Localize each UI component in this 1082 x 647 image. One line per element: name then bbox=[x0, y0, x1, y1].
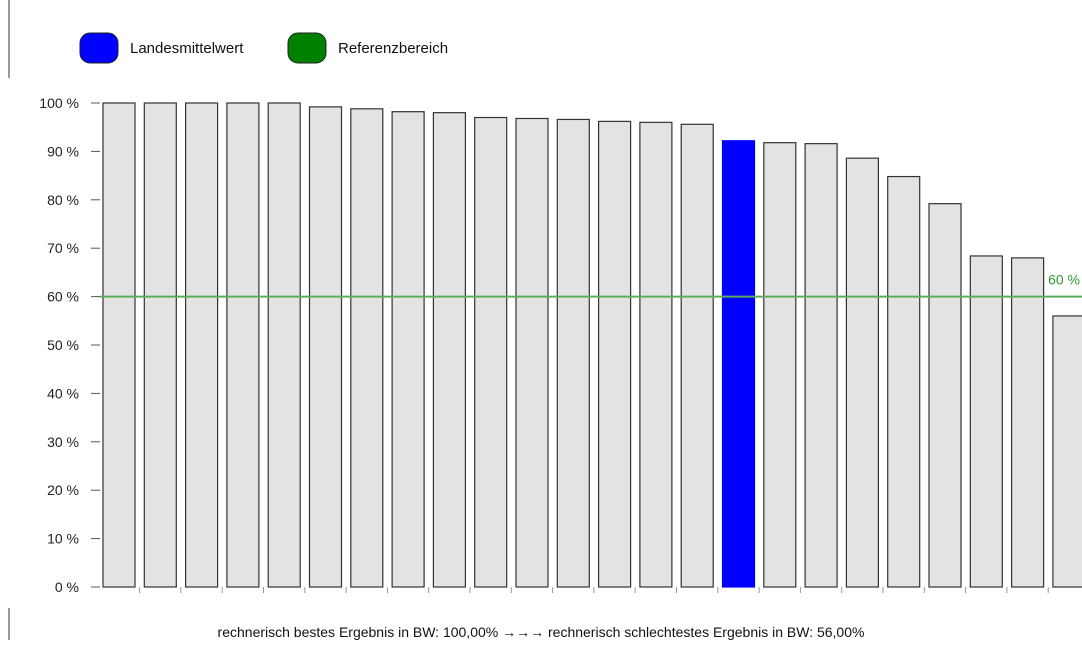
bar bbox=[515, 117, 549, 588]
y-tick-label: 80 % bbox=[47, 192, 79, 208]
bar bbox=[350, 108, 384, 588]
bar bbox=[597, 120, 632, 588]
bar bbox=[845, 157, 880, 588]
bar bbox=[928, 203, 962, 588]
bar bbox=[969, 255, 1003, 588]
y-tick-label: 20 % bbox=[47, 482, 79, 498]
bar bbox=[226, 102, 260, 588]
bar bbox=[804, 143, 838, 588]
y-tick-label: 70 % bbox=[47, 240, 79, 256]
footer-range-note: rechnerisch bestes Ergebnis in BW: 100,0… bbox=[218, 624, 865, 640]
bar bbox=[1010, 257, 1045, 588]
y-tick-label: 0 % bbox=[55, 579, 79, 595]
legend-label-reference: Referenzbereich bbox=[338, 40, 448, 57]
y-tick-label: 60 % bbox=[47, 289, 79, 305]
y-axis: 0 % 10 % 20 % 30 % 40 % 50 % 60 % 70 % 80 % 90 % 1… bbox=[39, 95, 100, 595]
bar bbox=[432, 112, 466, 588]
bar bbox=[887, 175, 921, 588]
reference-line-label: 60 % bbox=[1048, 272, 1080, 288]
y-tick-label: 90 % bbox=[47, 143, 79, 159]
legend-swatch-reference bbox=[287, 32, 327, 64]
bar bbox=[267, 102, 301, 588]
legend: Landesmittelwert Referenzbereich bbox=[79, 32, 448, 64]
legend-swatch-mean bbox=[79, 32, 119, 64]
bar bbox=[391, 111, 425, 588]
bar bbox=[556, 118, 590, 588]
bar bbox=[143, 102, 177, 588]
y-tick-label: 50 % bbox=[47, 337, 79, 353]
y-tick-label: 30 % bbox=[47, 434, 79, 450]
bar bbox=[680, 123, 714, 588]
bar bbox=[185, 102, 219, 588]
y-tick-label: 40 % bbox=[47, 385, 79, 401]
bar bbox=[763, 142, 797, 588]
bars bbox=[102, 102, 1082, 593]
reference-line-group: 60 % bbox=[100, 272, 1082, 298]
legend-label-mean: Landesmittelwert bbox=[130, 40, 244, 57]
bar bbox=[308, 106, 343, 588]
bar-highlight bbox=[721, 140, 756, 588]
y-tick-label: 100 % bbox=[39, 95, 79, 111]
bar bbox=[639, 121, 673, 588]
bar bbox=[474, 116, 508, 588]
bar bbox=[1052, 315, 1082, 588]
y-tick-label: 10 % bbox=[47, 531, 79, 547]
bar bbox=[102, 102, 136, 588]
